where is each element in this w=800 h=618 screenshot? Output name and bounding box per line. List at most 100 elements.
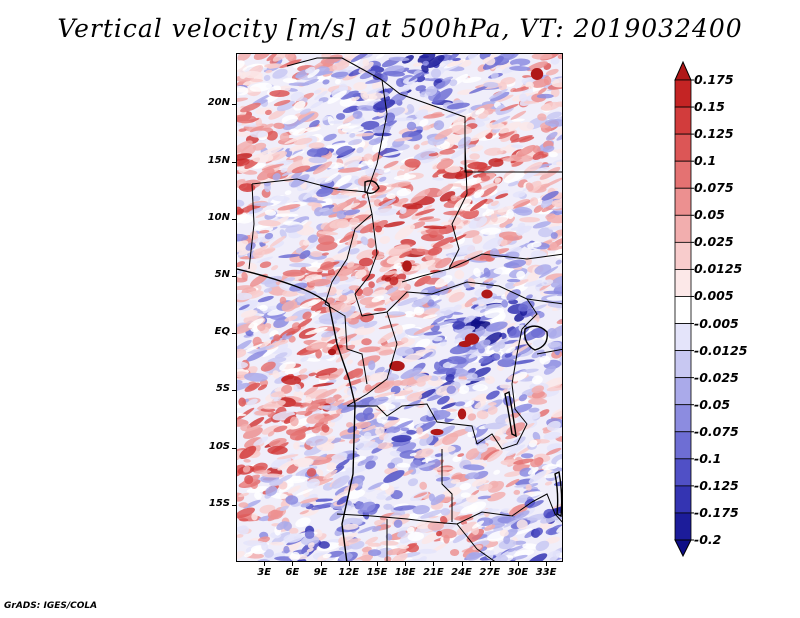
colorbar-tick-label: -0.125 (694, 477, 739, 493)
colorbar-swatch (674, 512, 692, 541)
longitude-tick-label: 30E (507, 567, 529, 578)
velocity-cell (237, 261, 246, 268)
velocity-cell (510, 110, 527, 120)
velocity-cell (539, 166, 561, 180)
velocity-cell (505, 282, 516, 290)
border-nigeria-niger (251, 178, 368, 193)
longitude-tick-label: 3E (257, 567, 272, 578)
velocity-cell (355, 132, 375, 137)
velocity-cell (555, 259, 562, 265)
velocity-cell (513, 549, 535, 557)
velocity-cell (443, 210, 464, 216)
velocity-cell (534, 439, 550, 444)
velocity-cell (237, 97, 249, 103)
velocity-cell (322, 79, 330, 85)
velocity-cell (371, 65, 381, 72)
longitude-tick-label: 21E (422, 567, 444, 578)
velocity-cell (512, 199, 535, 209)
colorbar-swatch (674, 485, 692, 514)
border-drc-zambia (476, 423, 528, 450)
colorbar-swatch (674, 133, 692, 162)
velocity-cell (254, 224, 274, 233)
velocity-cell (340, 434, 362, 440)
velocity-cell (490, 72, 499, 79)
velocity-cell (284, 558, 307, 561)
velocity-cell (329, 509, 346, 522)
lake-tanganyika (504, 390, 517, 438)
velocity-cell (396, 198, 409, 205)
velocity-cell (413, 306, 425, 316)
velocity-cell (432, 177, 445, 181)
velocity-cell (441, 487, 462, 499)
colorbar-tick-label: 0.025 (694, 234, 734, 250)
longitude-tick-label: 6E (285, 567, 300, 578)
longitude-tick-label: 15E (366, 567, 388, 578)
velocity-cell (314, 529, 323, 538)
colorbar-tick-label: 0.05 (694, 207, 725, 223)
latitude-tick (232, 447, 236, 449)
lake-malawi (554, 470, 562, 518)
velocity-cell (273, 122, 285, 130)
velocity-cell (389, 450, 402, 457)
velocity-cell (538, 266, 559, 279)
velocity-cell (276, 100, 296, 112)
velocity-cell (470, 145, 484, 152)
velocity-cell (415, 338, 431, 350)
velocity-cell (450, 479, 461, 484)
velocity-cell (237, 54, 252, 62)
velocity-cell (302, 186, 320, 200)
velocity-cell (428, 153, 439, 157)
latitude-tick (232, 504, 236, 506)
velocity-cell (320, 353, 336, 360)
colorbar-tick-label: 0.005 (694, 288, 734, 304)
velocity-cell (257, 384, 268, 391)
velocity-cell (244, 382, 261, 392)
velocity-cell (487, 491, 506, 502)
velocity-cell (495, 94, 514, 103)
longitude-tick-label: 18E (394, 567, 416, 578)
velocity-cell (418, 556, 427, 561)
velocity-cell (305, 403, 321, 413)
velocity-cell (556, 161, 562, 166)
velocity-cell (265, 109, 272, 116)
velocity-cell (364, 301, 385, 309)
colorbar-swatch (674, 79, 692, 108)
latitude-tick-label: 15S (208, 497, 230, 509)
colorbar-tick-label: -0.005 (694, 315, 739, 331)
velocity-cell (469, 153, 480, 160)
colorbar-swatch (674, 404, 692, 433)
velocity-cell (472, 384, 488, 392)
longitude-tick-label: 33E (535, 567, 557, 578)
border-kenya (526, 298, 562, 305)
border-tanzania (536, 348, 562, 355)
velocity-cell (259, 261, 272, 268)
border-ssudan-drc (498, 285, 538, 330)
longitude-tick (405, 562, 407, 566)
latitude-tick-label: 10N (207, 211, 230, 223)
velocity-cell (484, 147, 504, 156)
velocity-cell (352, 368, 364, 378)
velocity-cell (383, 160, 399, 169)
colorbar-swatch (674, 323, 692, 351)
velocity-cell (449, 234, 467, 243)
velocity-cell (472, 235, 483, 244)
colorbar-swatch (674, 269, 692, 297)
velocity-cell (305, 388, 328, 399)
velocity-cell (423, 204, 433, 211)
border-drc-angola (347, 403, 478, 445)
velocity-cell (396, 78, 405, 87)
border-niger-chad (366, 79, 388, 193)
velocity-cell (526, 271, 540, 283)
longitude-tick-label: 12E (338, 567, 360, 578)
colorbar-swatch (674, 241, 692, 270)
velocity-cell (432, 336, 443, 342)
velocity-cell (437, 395, 450, 405)
colorbar-tick-label: -0.0125 (694, 342, 748, 358)
velocity-cell (498, 81, 507, 91)
velocity-cell (300, 502, 311, 508)
velocity-cell (335, 458, 350, 469)
colorbar-tick-label: -0.075 (694, 423, 739, 439)
velocity-cell (554, 480, 562, 487)
velocity-cell (329, 452, 348, 465)
velocity-cell (432, 543, 447, 552)
